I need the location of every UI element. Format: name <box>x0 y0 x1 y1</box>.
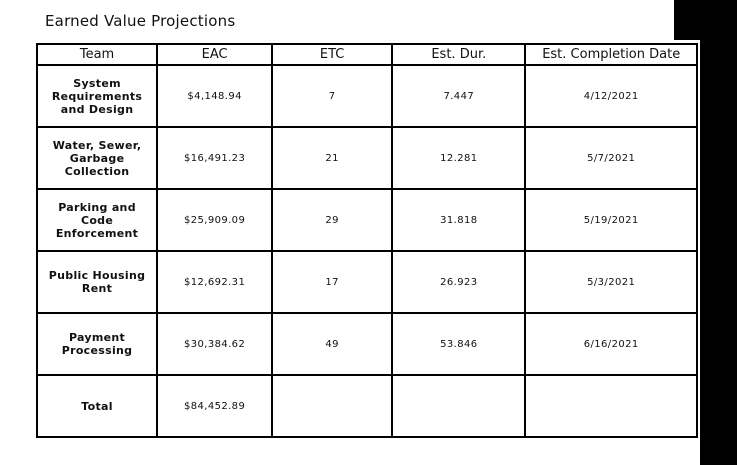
eac-cell: $4,148.94 <box>156 64 274 128</box>
team-cell: Public Housing Rent <box>35 250 159 314</box>
total-est-completion-date-cell <box>524 374 698 438</box>
est-completion-date-cell: 5/3/2021 <box>524 250 698 314</box>
eac-cell: $25,909.09 <box>156 188 274 252</box>
total-eac-cell: $84,452.89 <box>156 374 274 438</box>
team-cell: Water, Sewer, Garbage Collection <box>35 126 159 190</box>
etc-cell: 49 <box>271 312 394 376</box>
total-label-cell: Total <box>35 374 159 438</box>
total-etc-cell <box>271 374 394 438</box>
est-completion-date-cell: 4/12/2021 <box>524 64 698 128</box>
total-row: Total $84,452.89 <box>35 374 698 438</box>
table-row: System Requirements and Design $4,148.94… <box>35 64 698 128</box>
team-cell: System Requirements and Design <box>35 64 159 128</box>
header-est-dur: Est. Dur. <box>391 43 527 66</box>
table-header-row: Team EAC ETC Est. Dur. Est. Completion D… <box>35 43 698 66</box>
etc-cell: 21 <box>271 126 394 190</box>
est-completion-date-cell: 5/19/2021 <box>524 188 698 252</box>
table-row: Public Housing Rent $12,692.31 17 26.923… <box>35 250 698 314</box>
eac-cell: $12,692.31 <box>156 250 274 314</box>
page-title: Earned Value Projections <box>45 12 236 30</box>
table-row: Parking and Code Enforcement $25,909.09 … <box>35 188 698 252</box>
team-cell: Payment Processing <box>35 312 159 376</box>
eac-cell: $30,384.62 <box>156 312 274 376</box>
est-dur-cell: 31.818 <box>391 188 527 252</box>
etc-cell: 17 <box>271 250 394 314</box>
team-cell: Parking and Code Enforcement <box>35 188 159 252</box>
table-row: Payment Processing $30,384.62 49 53.846 … <box>35 312 698 376</box>
etc-cell: 29 <box>271 188 394 252</box>
total-est-dur-cell <box>391 374 527 438</box>
est-completion-date-cell: 6/16/2021 <box>524 312 698 376</box>
est-dur-cell: 53.846 <box>391 312 527 376</box>
eac-cell: $16,491.23 <box>156 126 274 190</box>
header-est-completion-date: Est. Completion Date <box>524 43 698 66</box>
table-row: Water, Sewer, Garbage Collection $16,491… <box>35 126 698 190</box>
header-team: Team <box>35 43 159 66</box>
est-completion-date-cell: 5/7/2021 <box>524 126 698 190</box>
etc-cell: 7 <box>271 64 394 128</box>
est-dur-cell: 7.447 <box>391 64 527 128</box>
earned-value-table: Team EAC ETC Est. Dur. Est. Completion D… <box>35 43 698 438</box>
est-dur-cell: 26.923 <box>391 250 527 314</box>
est-dur-cell: 12.281 <box>391 126 527 190</box>
header-etc: ETC <box>271 43 394 66</box>
header-eac: EAC <box>156 43 274 66</box>
